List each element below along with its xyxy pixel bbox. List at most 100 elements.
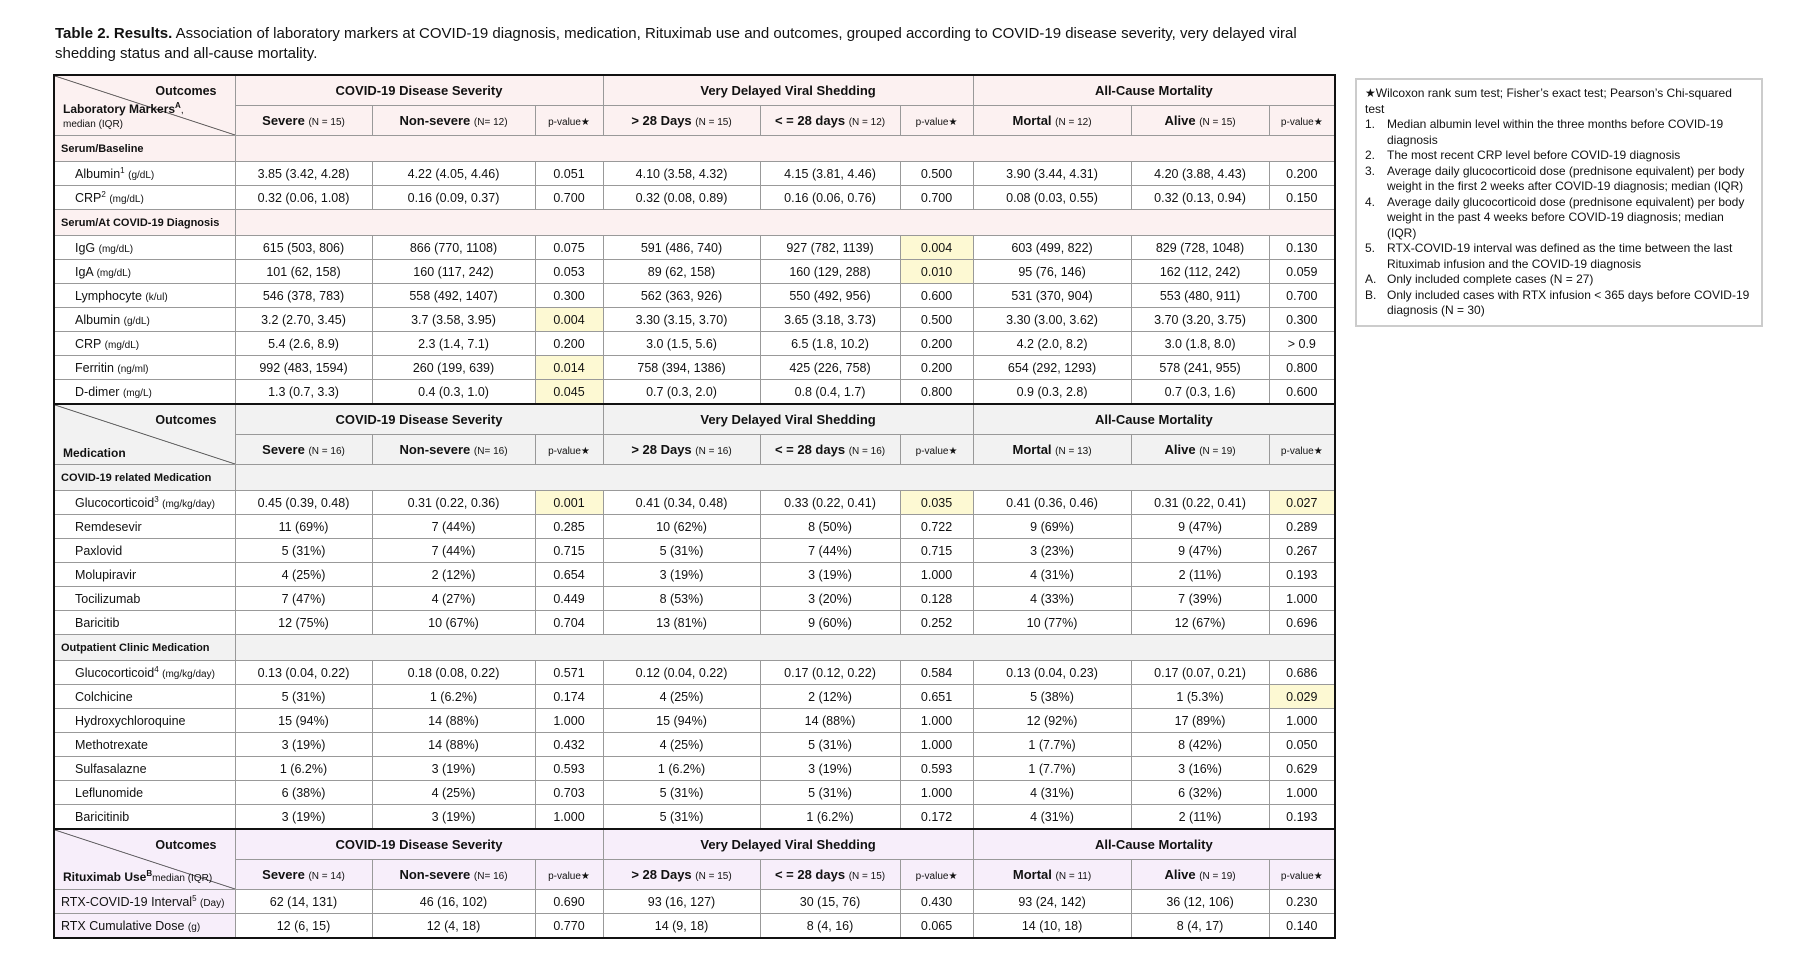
subheader-fill — [234, 634, 1336, 661]
cell: 0.593 — [899, 756, 974, 781]
cell: 1 (6.2%) — [602, 756, 761, 781]
label-text: Albumin — [75, 167, 121, 182]
cell: 3 (19%) — [234, 804, 373, 830]
cell: 11 (69%) — [234, 514, 373, 539]
cell: 0.300 — [1268, 307, 1336, 332]
cell: 5 (31%) — [602, 804, 761, 830]
label-text: Glucocorticoid — [75, 496, 155, 511]
row-head-text: Laboratory Markers — [63, 102, 176, 116]
data-row: Lymphocyte (k/ul) 546 (378, 783) 558 (492,… — [53, 283, 1336, 308]
label-unit: (mg/dL) — [98, 243, 134, 255]
cell: 101 (62, 158) — [234, 259, 373, 284]
cell: 3.30 (3.15, 3.70) — [602, 307, 761, 332]
cell: 4.22 (4.05, 4.46) — [371, 161, 536, 186]
column-name: Alive — [1164, 867, 1196, 882]
data-row: Albumin (g/dL) 3.2 (2.70, 3.45) 3.7 (3.58,… — [53, 307, 1336, 332]
cell: 6.5 (1.8, 10.2) — [759, 331, 901, 356]
subheader-fill — [234, 135, 1336, 162]
cell: 5 (31%) — [759, 780, 901, 805]
cell: 0.17 (0.07, 0.21) — [1130, 660, 1270, 685]
subheader-row: Serum/At COVID-19 Diagnosis — [53, 209, 1336, 236]
cell: 927 (782, 1139) — [759, 235, 901, 260]
column-n: (N = 15) — [695, 871, 732, 882]
label-text: Colchicine — [75, 689, 133, 704]
cell: 0.289 — [1268, 514, 1336, 539]
cell: 0.001 — [534, 490, 604, 515]
cell: 992 (483, 1594) — [234, 355, 373, 380]
cell: 0.16 (0.09, 0.37) — [371, 185, 536, 210]
row-label: IgA (mg/dL) — [53, 259, 236, 284]
cell: 6 (38%) — [234, 780, 373, 805]
cell: 5 (31%) — [234, 684, 373, 709]
column-row: Severe (N = 16) Non-severe (N= 16) p-value… — [54, 434, 1336, 465]
cell: 0.130 — [1268, 235, 1336, 260]
cell: 3 (23%) — [972, 538, 1132, 563]
cell: 7 (44%) — [371, 538, 536, 563]
label-text: Glucocorticoid — [75, 666, 155, 681]
row-head: Rituximab UseBmedian (IQR) — [63, 867, 213, 885]
label-sup: 2 — [101, 189, 106, 199]
data-row: Hydroxychloroquine 15 (94%) 14 (88%) 1.000 1… — [53, 708, 1336, 733]
label-unit: (mg/L) — [122, 387, 152, 399]
data-row: CRP2 (mg/dL) 0.32 (0.06, 1.08) 0.16 (0.09,… — [53, 185, 1336, 210]
cell: 0.267 — [1268, 538, 1336, 563]
cell: 14 (88%) — [759, 708, 901, 733]
data-row: Remdesevir 11 (69%) 7 (44%) 0.285 10 (62%) 8 … — [53, 514, 1336, 539]
cell: 4 (33%) — [972, 586, 1132, 611]
legend-note: 1. Median albumin level within the three … — [1365, 117, 1753, 148]
data-row: Molupiravir 4 (25%) 2 (12%) 0.654 3 (19%) 3 (… — [53, 562, 1336, 587]
column-name: p-value★ — [548, 446, 590, 457]
legend-note: 3. Average daily glucocorticoid dose (pre… — [1365, 164, 1753, 195]
cell: 1.000 — [899, 732, 974, 757]
cell: 15 (94%) — [234, 708, 373, 733]
cell: 0.31 (0.22, 0.41) — [1130, 490, 1270, 515]
cell: 0.41 (0.34, 0.48) — [602, 490, 761, 515]
cell: 9 (47%) — [1130, 514, 1270, 539]
cell: 6 (32%) — [1130, 780, 1270, 805]
row-label: IgG (mg/dL) — [53, 235, 236, 260]
note-text: Only included cases with RTX infusion < … — [1387, 287, 1750, 318]
row-label: D-dimer (mg/L) — [53, 379, 236, 405]
cell: 0.800 — [899, 379, 974, 405]
legend-tests: ★Wilcoxon rank sum test; Fisher’s exact … — [1365, 86, 1732, 116]
cell: 0.700 — [899, 185, 974, 210]
data-row: RTX-COVID-19 Interval5 (Day) 62 (14, 131)… — [53, 889, 1336, 914]
cell: 0.08 (0.03, 0.55) — [972, 185, 1132, 210]
cell: 3.70 (3.20, 3.75) — [1130, 307, 1270, 332]
cell: 0.17 (0.12, 0.22) — [759, 660, 901, 685]
column-n: (N = 13) — [1055, 446, 1092, 457]
column-name: Alive — [1164, 113, 1196, 128]
row-label: Leflunomide — [53, 780, 236, 805]
column-header: Severe (N = 15) — [234, 105, 373, 136]
column-name: Mortal — [1012, 442, 1052, 457]
cell: 4 (25%) — [602, 684, 761, 709]
row-label: CRP2 (mg/dL) — [53, 185, 236, 210]
row-label: Baricitib — [53, 610, 236, 635]
cell: 95 (76, 146) — [972, 259, 1132, 284]
cell: 0.571 — [534, 660, 604, 685]
cell: 5 (31%) — [759, 732, 901, 757]
label-text: RTX Cumulative Dose — [61, 918, 185, 933]
cell: 3.30 (3.00, 3.62) — [972, 307, 1132, 332]
row-label: Colchicine — [53, 684, 236, 709]
cell: 591 (486, 740) — [602, 235, 761, 260]
group-header: COVID-19 Disease Severity — [234, 74, 604, 106]
cell: 12 (92%) — [972, 708, 1132, 733]
cell: 0.45 (0.39, 0.48) — [234, 490, 373, 515]
cell: 866 (770, 1108) — [371, 235, 536, 260]
cell: 0.004 — [534, 307, 604, 332]
column-name: p-value★ — [915, 446, 958, 457]
column-row: Severe (N = 15) Non-severe (N= 12) p-value… — [54, 105, 1336, 136]
cell: 9 (47%) — [1130, 538, 1270, 563]
subheader-row: Serum/Baseline — [53, 135, 1336, 162]
cell: 12 (4, 18) — [371, 913, 536, 939]
cell: 3 (19%) — [602, 562, 761, 587]
column-header: p-value★ — [534, 105, 604, 136]
cell: 0.629 — [1268, 756, 1336, 781]
cell: 531 (370, 904) — [972, 283, 1132, 308]
column-name: < = 28 days — [774, 867, 846, 882]
row-label: Ferritin (ng/ml) — [53, 355, 236, 380]
cell: 3 (19%) — [759, 562, 901, 587]
column-header: p-value★ — [534, 434, 604, 465]
cell: 0.027 — [1268, 490, 1336, 515]
